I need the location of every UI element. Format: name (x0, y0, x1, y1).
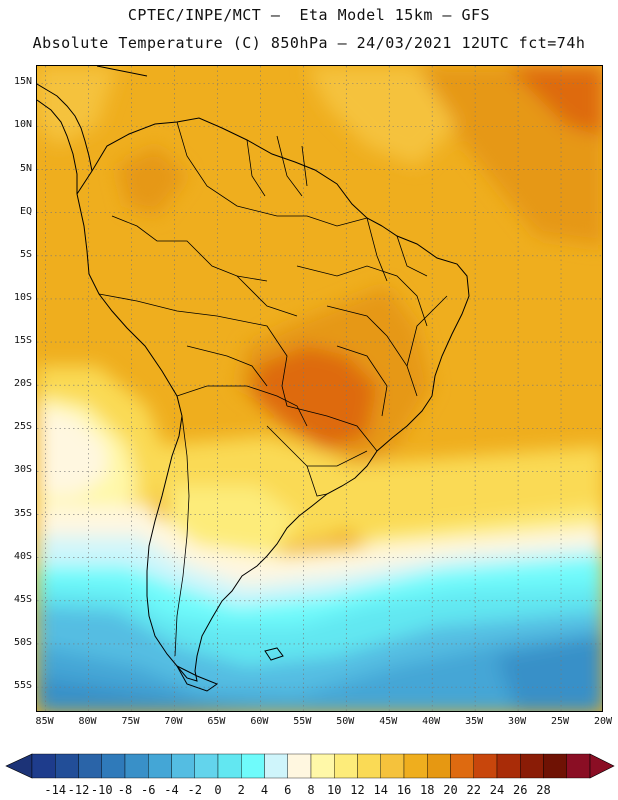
latitude-label: 5N (19, 162, 32, 174)
longitude-label: 25W (551, 716, 570, 727)
colorbar-label: 26 (513, 783, 528, 797)
latitude-label: 15N (13, 76, 32, 88)
colorbar-max-arrow (589, 753, 615, 779)
chart-title: CPTEC/INPE/MCT – Eta Model 15km – GFS (127, 6, 491, 24)
longitude-label: 20W (593, 716, 613, 727)
colorbar-swatch (287, 753, 312, 779)
colorbar-label: -10 (90, 783, 113, 797)
colorbar-swatch (101, 753, 126, 779)
latitude-label: 50S (13, 636, 32, 648)
colorbar-swatch (520, 753, 544, 779)
colorbar-label: -4 (164, 783, 179, 797)
longitude-label: 55W (293, 716, 312, 727)
longitude-label: 40W (422, 716, 441, 727)
colorbar-min-arrow (5, 753, 33, 779)
latitude-label: EQ (19, 205, 32, 217)
central-america-coastline (37, 83, 93, 194)
latitude-label: 20S (13, 378, 32, 390)
latitude-label: 40S (13, 550, 32, 562)
colorbar-swatch (450, 753, 474, 779)
south-america-coastline (76, 117, 470, 682)
latitude-label: 15S (13, 335, 32, 347)
colorbar-label: 16 (396, 783, 412, 797)
colorbar-swatch (334, 753, 358, 779)
coastlines (37, 66, 470, 692)
colorbar-label: 20 (443, 783, 458, 797)
colorbar-swatch (380, 753, 405, 779)
longitude-label: 35W (465, 716, 484, 727)
colorbar-label: 8 (307, 783, 315, 797)
chart-subtitle: Absolute Temperature (C) 850hPa – 24/03/… (32, 34, 586, 52)
colorbar (5, 753, 615, 779)
colorbar-swatch (310, 753, 335, 779)
colorbar-swatch (566, 753, 591, 779)
colorbar-label: 6 (284, 783, 292, 797)
colorbar-label: 12 (350, 783, 365, 797)
longitude-label: 80W (78, 716, 97, 727)
map-canvas (37, 66, 602, 711)
colorbar-label: -2 (187, 783, 202, 797)
longitude-label: 60W (250, 716, 269, 727)
colorbar-swatch (241, 753, 265, 779)
colorbar-label: -8 (117, 783, 133, 797)
colorbar-swatch (194, 753, 219, 779)
latitude-label: 25S (13, 421, 32, 433)
longitude-label: 65W (207, 716, 226, 727)
colorbar-swatch (264, 753, 288, 779)
colorbar-swatch (403, 753, 428, 779)
colorbar-label: 10 (327, 783, 342, 797)
colorbar-swatch (148, 753, 172, 779)
longitude-label: 45W (379, 716, 398, 727)
tierra-del-fuego (175, 664, 219, 692)
colorbar-label: -14 (44, 783, 67, 797)
longitude-label: 85W (35, 716, 54, 727)
longitude-label: 75W (121, 716, 140, 727)
colorbar-label: 0 (214, 783, 222, 797)
colorbar-label: 14 (373, 783, 388, 797)
colorbar-swatch (217, 753, 242, 779)
colorbar-label: 28 (536, 783, 551, 797)
colorbar-swatch (473, 753, 498, 779)
colorbar-swatch (55, 753, 79, 779)
longitude-label: 70W (164, 716, 183, 727)
colorbar-label: 4 (260, 783, 269, 797)
colorbar-label: 24 (489, 783, 505, 797)
graticule (37, 66, 602, 711)
latitude-label: 10S (13, 291, 32, 303)
colorbar-swatch (31, 753, 56, 779)
colorbar-swatch (171, 753, 195, 779)
temperature-field (37, 66, 602, 711)
colorbar-swatch (427, 753, 451, 779)
colorbar-label: 22 (466, 783, 481, 797)
longitude-label: 30W (508, 716, 527, 727)
latitude-label: 5S (19, 248, 32, 260)
falkland-islands (264, 647, 284, 661)
caribbean-islands (96, 66, 148, 77)
latitude-label: 35S (13, 507, 32, 519)
temperature-map (36, 65, 603, 712)
colorbar-swatch (124, 753, 149, 779)
latitude-label: 55S (13, 680, 32, 692)
longitude-label: 50W (336, 716, 355, 727)
colorbar-swatch (357, 753, 381, 779)
colorbar-swatch (543, 753, 567, 779)
latitude-label: 30S (13, 464, 32, 476)
colorbar-label: 2 (237, 783, 245, 797)
colorbar-swatch (78, 753, 102, 779)
colorbar-label: 18 (420, 783, 435, 797)
colorbar-label: -6 (141, 783, 156, 797)
country-borders (98, 121, 448, 657)
colorbar-label: -12 (67, 783, 90, 797)
colorbar-swatch (496, 753, 521, 779)
latitude-label: 10N (13, 119, 32, 131)
latitude-label: 45S (13, 593, 32, 605)
